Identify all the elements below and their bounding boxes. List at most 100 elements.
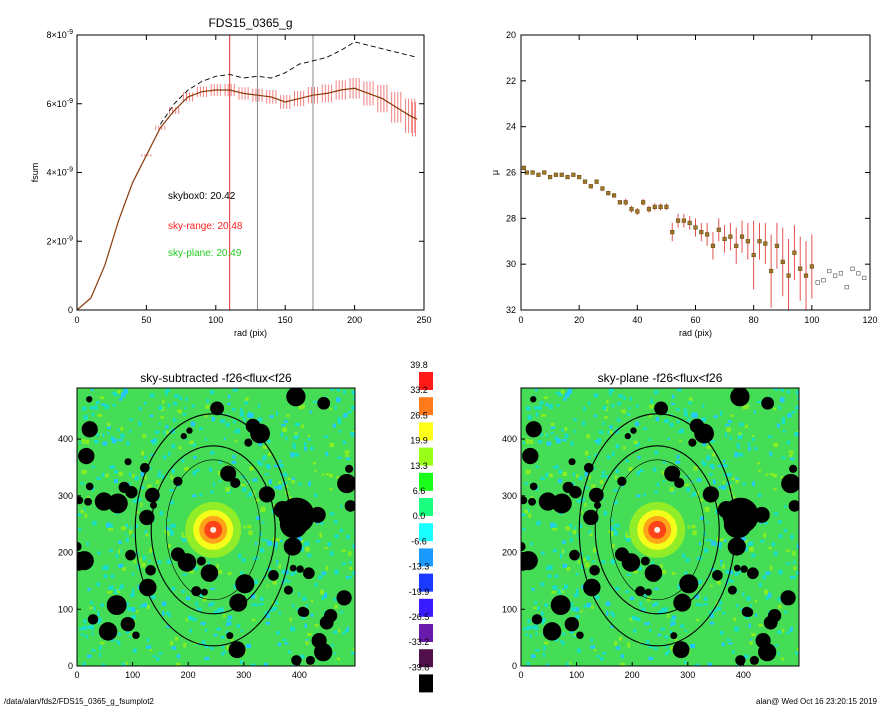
sky-plane-noise: [625, 590, 629, 594]
sky-subtracted-noise: [325, 454, 329, 457]
sky-plane-noise: [719, 545, 722, 550]
sky-subtracted-noise: [114, 589, 119, 595]
sky-plane-mask: [569, 549, 580, 561]
sky-plane-noise: [716, 543, 722, 548]
sky-subtracted-noise: [106, 422, 111, 427]
sky-plane-noise: [545, 567, 549, 570]
sky-plane-noise: [643, 493, 646, 497]
sky-plane-noise: [794, 431, 799, 437]
sky-plane-noise: [584, 486, 589, 489]
sky-plane-noise: [781, 420, 786, 425]
sky-subtracted-mask: [291, 655, 302, 666]
mu-ytick-label: 30: [506, 259, 516, 269]
sky-subtracted-noise: [299, 654, 305, 659]
sky-subtracted-noise: [266, 567, 272, 571]
sky-plane-mask: [654, 401, 668, 416]
sky-plane-noise: [588, 474, 591, 480]
sky-plane-mask: [767, 608, 782, 623]
sky-subtracted-mask: [268, 570, 279, 581]
sky-subtracted-noise: [91, 388, 94, 392]
colorbar-label: 33.2: [410, 385, 428, 395]
sky-plane-noise: [764, 589, 769, 595]
sky-subtracted-noise: [129, 633, 134, 637]
sky-plane-noise: [635, 404, 639, 408]
sky-subtracted-noise: [277, 642, 281, 647]
sky-plane-noise: [709, 539, 712, 542]
sky-plane-noise: [736, 442, 740, 448]
sky-plane-noise: [790, 534, 794, 540]
sky-plane-mask: [576, 631, 584, 640]
sky-plane-noise: [749, 541, 754, 547]
sky-plane-noise: [742, 538, 747, 541]
sky-plane-noise: [547, 565, 553, 571]
sky-subtracted-noise: [272, 543, 278, 548]
sky-subtracted-noise: [213, 610, 218, 615]
sky-subtracted-noise: [283, 578, 288, 581]
sky-subtracted-noise: [91, 465, 95, 468]
sky-subtracted-image: [77, 388, 355, 666]
sky-plane-noise: [550, 424, 555, 429]
sky-subtracted-mask: [85, 482, 94, 491]
sky-subtracted-noise: [216, 627, 222, 631]
mu-point: [675, 218, 681, 223]
sky-plane-noise: [711, 452, 716, 457]
sky-plane-noise: [586, 555, 590, 560]
sky-subtracted-noise: [226, 645, 231, 651]
colorbar-swatch: [419, 573, 433, 592]
sky-plane-noise: [550, 522, 555, 528]
sky-subtracted-noise: [131, 572, 135, 576]
sky-subtracted-noise: [339, 528, 344, 533]
sky-subtracted-noise: [146, 638, 149, 642]
sky-plane-noise: [526, 661, 530, 666]
sky-plane-noise: [737, 437, 742, 440]
sky-plane-noise: [533, 406, 539, 410]
sky-subtracted-noise: [108, 548, 113, 553]
sky-subtracted-noise: [118, 641, 121, 646]
sky-subtracted-noise: [320, 589, 325, 595]
sky-plane-noise: [781, 628, 785, 633]
sky-subtracted-noise: [116, 588, 121, 593]
sky-plane-mask: [529, 482, 538, 491]
sky-subtracted-mask: [125, 549, 136, 561]
sky-plane-noise: [683, 408, 687, 412]
sky-subtracted-noise: [246, 481, 249, 485]
sky-plane-noise: [628, 467, 633, 472]
sky-subtracted-noise: [118, 563, 124, 568]
sky-plane-noise: [785, 549, 791, 552]
sky-plane-noise: [543, 645, 546, 651]
sky-plane-noise: [574, 607, 580, 612]
sky-subtracted-noise: [140, 486, 145, 489]
sky-plane-noise: [612, 543, 615, 548]
fsum-xtick-label: 0: [74, 315, 79, 325]
sky-subtracted-noise: [254, 579, 258, 585]
sky-plane-noise: [595, 393, 598, 397]
sky-subtracted-noise: [325, 472, 330, 476]
sky-plane-noise: [695, 618, 700, 622]
sky-plane-noise: [756, 461, 760, 465]
sky-subtracted-noise: [150, 440, 155, 443]
sky-subtracted-noise: [298, 592, 301, 597]
sky-subtracted-noise: [196, 607, 202, 612]
sky-plane-noise: [610, 526, 613, 531]
colorbar-label: -13.3: [409, 562, 430, 572]
sky-plane-noise: [716, 581, 721, 585]
sky-subtracted-noise: [123, 388, 128, 394]
sky-subtracted-noise: [254, 603, 260, 607]
sky-plane-noise: [553, 524, 558, 528]
sky-plane-noise: [690, 494, 693, 498]
sky-subtracted-noise: [122, 567, 127, 571]
sky-plane-mask: [674, 477, 685, 489]
sky-plane-noise: [636, 470, 641, 476]
sky-plane-noise: [664, 419, 669, 424]
sky-subtracted-mask: [191, 586, 202, 597]
sky-plane-noise: [559, 553, 563, 559]
sky-plane-noise: [710, 567, 716, 571]
sky-plane-noise: [654, 490, 659, 494]
sky-subtracted-noise: [206, 398, 209, 404]
sky-subtracted-noise: [275, 631, 280, 635]
sky-subtracted-noise: [286, 414, 290, 417]
mu-xtick-label: 60: [690, 315, 700, 325]
sky-subtracted-noise: [339, 611, 344, 614]
sky-subtracted-noise: [199, 427, 204, 430]
colorbar-swatch: [419, 649, 433, 668]
